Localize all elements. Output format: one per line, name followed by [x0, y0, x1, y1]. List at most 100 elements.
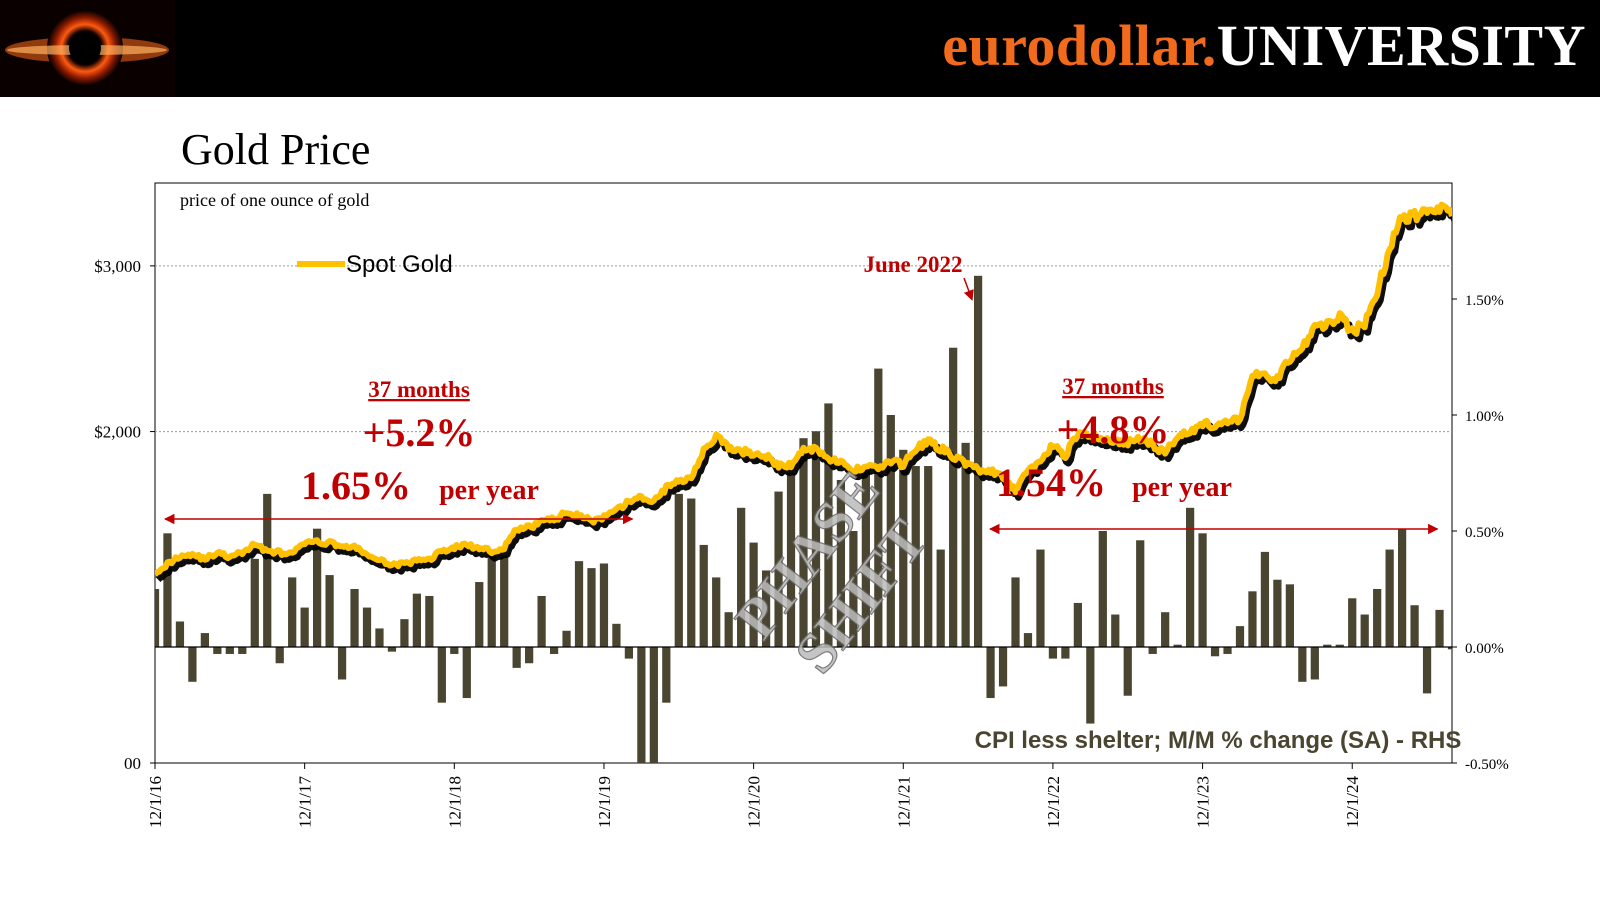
cpi-bar: [824, 403, 833, 647]
cpi-bar: [313, 528, 322, 647]
cpi-bar: [811, 431, 821, 647]
period-1-annotation: 37 months +5.2% 1.65% per year: [163, 377, 634, 525]
cpi-bar: [749, 542, 758, 647]
cpi-bar: [1061, 647, 1070, 659]
cpi-bar: [998, 647, 1008, 687]
left-tick-label: $3,000: [94, 257, 141, 276]
cpi-bar: [1348, 598, 1357, 647]
cpi-bar: [225, 647, 234, 654]
period-2-per-year: per year: [1132, 472, 1232, 503]
cpi-bar: [475, 582, 484, 647]
cpi-bar: [1373, 589, 1382, 647]
cpi-bar: [1123, 647, 1132, 696]
right-tick-label: 0.00%: [1465, 641, 1504, 657]
cpi-bar: [500, 556, 509, 647]
cpi-bar: [462, 647, 471, 699]
gold-line: [155, 201, 1452, 577]
chart-title: Gold Price: [181, 125, 371, 174]
june-2022-arrow: [963, 277, 974, 301]
x-tick-label: 12/1/21: [894, 776, 913, 828]
cpi-bar: [275, 647, 284, 664]
cpi-bar: [375, 628, 384, 647]
x-tick-label: 12/1/19: [595, 776, 614, 828]
cpi-bar: [1397, 528, 1407, 647]
cpi-bar: [774, 491, 783, 647]
cpi-bar: [836, 479, 846, 647]
x-tick-label: 12/1/18: [445, 776, 464, 828]
cpi-bar: [412, 593, 422, 647]
cpi-bar: [961, 442, 970, 647]
cpi-bar: [1422, 647, 1432, 694]
cpi-bar: [599, 563, 609, 647]
cpi-bar: [1136, 540, 1145, 647]
cpi-bar: [1323, 644, 1332, 647]
right-tick-label: -0.50%: [1465, 757, 1509, 773]
cpi-bar: [1023, 633, 1033, 647]
cpi-bar: [911, 466, 920, 647]
cpi-bar: [337, 647, 347, 680]
cpi-bar: [687, 498, 696, 647]
cpi-bar: [799, 438, 808, 647]
cpi-bar: [973, 275, 983, 647]
cpi-bar: [562, 630, 571, 647]
cpi-bar: [1410, 605, 1419, 647]
cpi-bar: [1048, 647, 1058, 659]
june-2022-annotation: June 2022: [863, 252, 974, 301]
cpi-bar: [512, 647, 521, 668]
black-hole-logo-icon: [0, 0, 175, 97]
period-2-change: +4.8%: [1057, 407, 1170, 452]
cpi-bar: [1435, 609, 1444, 647]
cpi-bar: [786, 473, 796, 647]
cpi-bar: [1273, 579, 1282, 647]
cpi-bar: [1285, 584, 1294, 647]
cpi-bar: [1335, 644, 1344, 647]
cpi-bar: [899, 449, 908, 647]
cpi-bar: [1086, 647, 1095, 724]
cpi-bar: [1185, 507, 1195, 647]
x-tick-label: 12/1/17: [296, 776, 315, 828]
cpi-bar: [587, 568, 596, 647]
cpi-bar: [425, 595, 434, 647]
cpi-bar: [1360, 614, 1369, 647]
cpi-bar: [1161, 612, 1170, 647]
left-tick-label: $2,000: [94, 423, 141, 442]
cpi-bar: [1223, 647, 1232, 654]
cpi-bar: [861, 468, 870, 647]
cpi-bar: [699, 544, 708, 647]
legend-label: Spot Gold: [346, 251, 453, 278]
cpi-bar: [362, 607, 372, 647]
cpi-bar: [662, 647, 671, 703]
cpi-bar: [450, 647, 459, 654]
cpi-bar: [1198, 533, 1207, 647]
period-2-annotation: 37 months +4.8% 1.54% per year: [989, 374, 1439, 535]
header-banner: eurodollar.UNIVERSITY: [0, 0, 1600, 97]
cpi-bar: [1210, 647, 1220, 657]
cpi-bar: [175, 621, 185, 647]
cpi-bar: [924, 466, 933, 647]
cpi-bar: [387, 647, 397, 652]
right-tick-label: 1.50%: [1465, 293, 1504, 309]
cpi-bar: [525, 647, 534, 664]
cpi-bar: [1385, 549, 1394, 647]
brand-part-university: UNIVERSITY: [1216, 13, 1586, 78]
period-1-per-year: per year: [439, 475, 539, 506]
left-tick-label: 00: [124, 754, 141, 773]
cpi-bar: [263, 493, 272, 647]
brand-part-eurodollar: eurodollar.: [942, 13, 1217, 78]
cpi-bar: [1235, 626, 1245, 647]
june-2022-label: June 2022: [863, 252, 962, 277]
cpi-bar: [949, 347, 958, 647]
cpi-bar: [649, 647, 658, 763]
right-tick-label: 0.50%: [1465, 525, 1504, 541]
cpi-bar: [724, 612, 733, 647]
period-1-change: +5.2%: [363, 410, 476, 455]
period-1-annual: 1.65%: [301, 463, 411, 508]
cpi-bar: [437, 647, 446, 703]
cpi-bar: [637, 647, 646, 763]
cpi-bar: [200, 633, 210, 647]
cpi-bar: [163, 533, 172, 647]
cpi-bar: [350, 589, 359, 647]
cpi-bar: [574, 561, 584, 647]
cpi-bar: [238, 647, 247, 654]
